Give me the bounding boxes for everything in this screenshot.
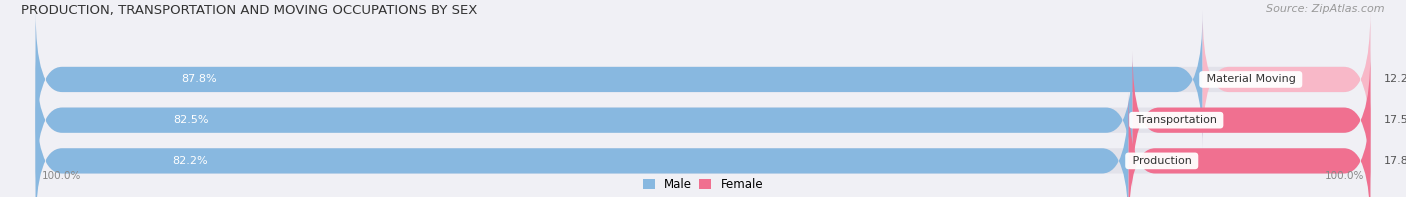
- Text: 12.2%: 12.2%: [1384, 74, 1406, 85]
- FancyBboxPatch shape: [1202, 11, 1371, 148]
- FancyBboxPatch shape: [35, 92, 1129, 197]
- Text: Source: ZipAtlas.com: Source: ZipAtlas.com: [1267, 4, 1385, 14]
- FancyBboxPatch shape: [35, 11, 1202, 148]
- Text: Transportation: Transportation: [1133, 115, 1220, 125]
- FancyBboxPatch shape: [35, 51, 1371, 189]
- FancyBboxPatch shape: [35, 92, 1371, 197]
- FancyBboxPatch shape: [1129, 92, 1371, 197]
- Text: PRODUCTION, TRANSPORTATION AND MOVING OCCUPATIONS BY SEX: PRODUCTION, TRANSPORTATION AND MOVING OC…: [21, 4, 478, 17]
- FancyBboxPatch shape: [35, 11, 1371, 148]
- Text: Production: Production: [1129, 156, 1195, 166]
- Text: 82.5%: 82.5%: [173, 115, 208, 125]
- Text: 100.0%: 100.0%: [1324, 171, 1364, 181]
- FancyBboxPatch shape: [35, 51, 1133, 189]
- FancyBboxPatch shape: [1133, 51, 1371, 189]
- Text: 17.8%: 17.8%: [1384, 156, 1406, 166]
- Text: 100.0%: 100.0%: [42, 171, 82, 181]
- Text: Material Moving: Material Moving: [1202, 74, 1299, 85]
- Legend: Male, Female: Male, Female: [643, 178, 763, 191]
- Text: 17.5%: 17.5%: [1384, 115, 1406, 125]
- Text: 82.2%: 82.2%: [173, 156, 208, 166]
- Text: 87.8%: 87.8%: [181, 74, 217, 85]
